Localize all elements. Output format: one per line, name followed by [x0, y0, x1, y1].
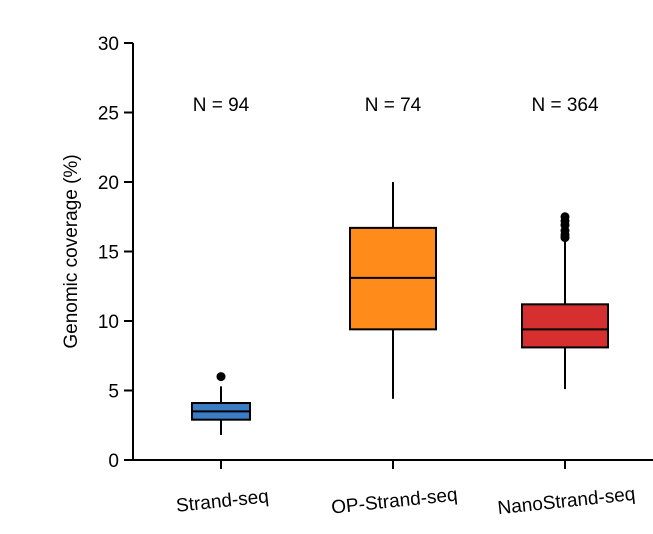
- axes: 0 5 10 15 20 25 30: [98, 34, 653, 472]
- box-2: [349, 182, 437, 399]
- box-1: [191, 372, 251, 435]
- n-annotation: N = 364: [531, 95, 599, 116]
- y-tick-label: 30: [98, 34, 119, 55]
- y-tick-label: 5: [108, 382, 119, 403]
- y-tick-label: 10: [98, 312, 119, 333]
- y-tick-label: 15: [98, 243, 119, 264]
- x-category-label: OP-Strand-seq: [330, 484, 458, 518]
- y-tick-label: 0: [108, 451, 119, 472]
- box-iqr: [521, 303, 609, 349]
- chart-marks: [191, 182, 609, 435]
- outlier-point: [216, 372, 226, 382]
- y-axis-title: Genomic coverage (%): [61, 154, 82, 348]
- x-category-label: Strand-seq: [175, 486, 270, 517]
- n-annotation: N = 74: [365, 95, 422, 116]
- x-category-label: NanoStrand-seq: [497, 484, 637, 519]
- box-3: [521, 212, 609, 390]
- n-annotation: N = 94: [193, 95, 250, 116]
- y-tick-label: 20: [98, 173, 119, 194]
- y-tick-label: 25: [98, 104, 119, 125]
- outlier-point: [560, 212, 570, 222]
